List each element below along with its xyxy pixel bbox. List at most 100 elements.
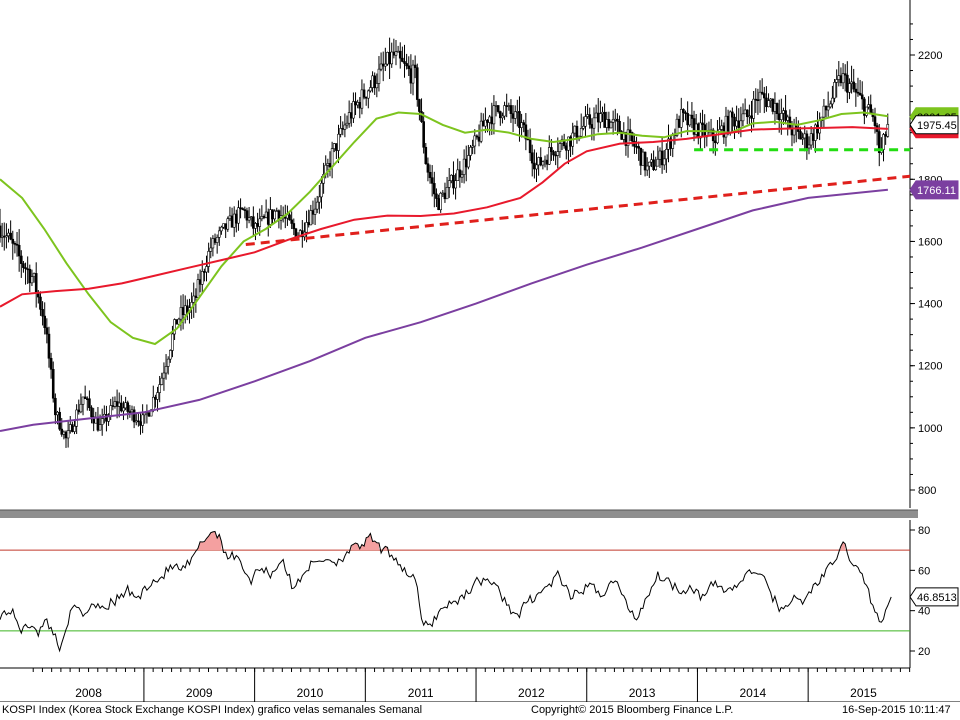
candle-body <box>264 211 268 218</box>
candle-body <box>145 412 149 415</box>
candle-body <box>522 122 526 126</box>
x-tick-label: 2009 <box>186 686 213 700</box>
candle-body <box>424 146 428 165</box>
candle-body <box>797 127 800 132</box>
moving-average-line <box>0 111 889 346</box>
candle-body <box>2 235 6 238</box>
rsi-overbought-fill <box>197 531 222 551</box>
candle-body <box>407 65 411 69</box>
candle-body <box>73 425 76 432</box>
candle-body <box>169 350 172 360</box>
candle-body <box>369 87 372 92</box>
price-y-tick-label: 800 <box>918 485 936 497</box>
candle-body <box>192 295 196 303</box>
candle-body <box>22 263 25 268</box>
candle-body <box>141 414 144 426</box>
candle-body <box>362 89 366 98</box>
candles <box>0 37 890 448</box>
candle-body <box>422 121 425 148</box>
candle-body <box>877 131 881 153</box>
candle-body <box>237 207 240 224</box>
candle-body <box>247 217 251 221</box>
candle-body <box>156 392 159 400</box>
candle-body <box>217 230 221 238</box>
candle-body <box>228 215 232 220</box>
candle-body <box>843 73 847 76</box>
candle-body <box>556 151 560 156</box>
candle-body <box>200 271 204 285</box>
candle-body <box>767 100 770 108</box>
candle-body <box>71 424 74 432</box>
candle-body <box>62 431 66 435</box>
candle-body <box>441 192 445 195</box>
candle-body <box>884 134 887 137</box>
candle-body <box>88 398 91 409</box>
candle-body <box>822 105 826 118</box>
candle-body <box>541 161 545 166</box>
candle-body <box>745 109 749 118</box>
candle-body <box>77 409 81 413</box>
candle-body <box>134 420 138 423</box>
candle-body <box>54 397 57 416</box>
candle-body <box>205 266 208 273</box>
candle-body <box>290 219 293 224</box>
candle-body <box>17 244 21 257</box>
candle-body <box>686 113 689 126</box>
candle-body <box>292 223 296 230</box>
candle-body <box>679 109 683 128</box>
candle-body <box>477 136 481 142</box>
candle-body <box>539 157 543 166</box>
candle-body <box>550 147 553 152</box>
candle-body <box>307 222 310 226</box>
candle-body <box>473 135 477 147</box>
security-description: KOSPI Index (Korea Stock Exchange KOSPI … <box>2 704 423 716</box>
candle-body <box>128 411 132 413</box>
candle-body <box>748 115 751 118</box>
candle-body <box>56 411 59 416</box>
candle-body <box>215 237 219 243</box>
candle-body <box>9 232 12 240</box>
candle-body <box>349 112 353 119</box>
candle-body <box>494 105 498 107</box>
candle-body <box>196 279 200 298</box>
candle-body <box>488 116 491 123</box>
candle-body <box>507 105 511 107</box>
candle-body <box>841 73 845 84</box>
candle-body <box>126 402 130 412</box>
candle-body <box>401 57 404 62</box>
candle-body <box>345 122 349 126</box>
candle-body <box>347 112 351 124</box>
candle-body <box>396 50 400 53</box>
candle-body <box>45 327 49 335</box>
candle-body <box>260 216 264 220</box>
candle-body <box>714 140 717 144</box>
candle-body <box>177 318 181 325</box>
candle-body <box>630 132 634 142</box>
candle-body <box>151 396 155 411</box>
candle-body <box>590 124 594 129</box>
candle-body <box>124 402 127 409</box>
candle-body <box>803 133 807 139</box>
rsi-y-tick-label: 40 <box>918 606 930 618</box>
candle-body <box>865 106 868 116</box>
candle-body <box>377 68 381 84</box>
rsi-overbought-fill <box>840 541 846 551</box>
candle-body <box>379 63 383 70</box>
candle-body <box>171 333 174 351</box>
candle-body <box>43 315 47 328</box>
bloomberg-chart: 8001000120014001600180020002200204060802… <box>0 0 960 702</box>
candle-body <box>733 116 736 127</box>
candle-body <box>356 102 359 106</box>
candle-body <box>75 409 78 427</box>
candle-body <box>381 63 385 67</box>
candle-body <box>496 105 500 112</box>
candle-body <box>846 74 849 93</box>
price-y-tick-label: 1600 <box>918 236 942 248</box>
candle-body <box>467 155 470 168</box>
candle-body <box>450 174 453 181</box>
candle-body <box>19 255 23 264</box>
candle-body <box>775 103 779 115</box>
candle-body <box>784 110 787 121</box>
candle-body <box>579 128 583 137</box>
